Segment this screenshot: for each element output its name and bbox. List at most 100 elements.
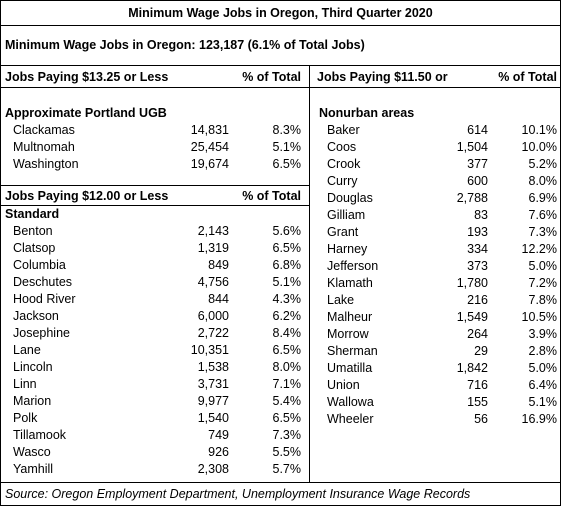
row-name: Lane [13, 343, 41, 357]
row-pct: 6.9% [528, 191, 558, 205]
rule [1, 482, 560, 483]
row-name: Multnomah [13, 140, 75, 154]
row-name: Umatilla [327, 361, 373, 375]
row-pct: 7.8% [528, 293, 558, 307]
row-name: Gilliam [327, 208, 366, 222]
row-pct: 8.3% [272, 123, 302, 137]
row-jobs: 1,780 [456, 276, 488, 290]
row-pct: 4.3% [272, 292, 302, 306]
row-name: Yamhill [13, 462, 54, 476]
row-name: Morrow [327, 327, 369, 341]
row-jobs: 3,731 [197, 377, 229, 391]
row-pct: 8.4% [272, 326, 302, 340]
row-jobs: 9,977 [197, 394, 229, 408]
row-pct: 16.9% [521, 412, 557, 426]
row-name: Harney [327, 242, 368, 256]
row-pct: 5.1% [528, 395, 558, 409]
row-pct: 6.5% [272, 157, 302, 171]
row-pct: 5.7% [272, 462, 302, 476]
row-name: Curry [327, 174, 358, 188]
row-pct: 7.3% [528, 225, 558, 239]
row-jobs: 29 [474, 344, 488, 358]
rule [1, 65, 560, 66]
row-pct: 6.8% [272, 258, 302, 272]
rule [1, 185, 309, 186]
row-name: Douglas [327, 191, 373, 205]
row-jobs: 716 [467, 378, 488, 392]
row-pct: 7.6% [528, 208, 558, 222]
row-name: Lincoln [13, 360, 53, 374]
row-jobs: 155 [467, 395, 488, 409]
column-header: % of Total [498, 70, 557, 84]
row-name: Hood River [13, 292, 76, 306]
row-name: Clatsop [13, 241, 56, 255]
row-name: Jefferson [327, 259, 379, 273]
row-jobs: 1,319 [197, 241, 229, 255]
row-name: Josephine [13, 326, 70, 340]
row-jobs: 19,674 [190, 157, 229, 171]
column-header: Jobs Paying $12.00 or Less [5, 189, 169, 203]
row-pct: 10.5% [521, 310, 557, 324]
source: Source: Oregon Employment Department, Un… [5, 487, 471, 501]
row-jobs: 1,549 [456, 310, 488, 324]
rule [1, 205, 309, 206]
row-name: Tillamook [13, 428, 67, 442]
row-pct: 8.0% [272, 360, 302, 374]
row-pct: 3.9% [528, 327, 558, 341]
row-pct: 6.2% [272, 309, 302, 323]
row-pct: 5.0% [528, 361, 558, 375]
row-jobs: 14,831 [190, 123, 229, 137]
row-name: Malheur [327, 310, 373, 324]
row-name: Marion [13, 394, 52, 408]
row-name: Crook [327, 157, 361, 171]
row-jobs: 926 [208, 445, 229, 459]
row-name: Washington [13, 157, 79, 171]
row-jobs: 614 [467, 123, 488, 137]
row-pct: 5.6% [272, 224, 302, 238]
subtitle: Minimum Wage Jobs in Oregon: 123,187 (6.… [5, 38, 365, 52]
row-pct: 5.5% [272, 445, 302, 459]
row-jobs: 373 [467, 259, 488, 273]
row-name: Jackson [13, 309, 59, 323]
column-header: Jobs Paying $13.25 or Less [5, 70, 169, 84]
row-pct: 10.1% [521, 123, 557, 137]
column-header: % of Total [242, 189, 301, 203]
row-pct: 6.5% [272, 411, 302, 425]
row-jobs: 1,504 [456, 140, 488, 154]
row-pct: 5.1% [272, 275, 302, 289]
row-jobs: 2,788 [456, 191, 488, 205]
row-pct: 7.1% [272, 377, 302, 391]
divider [309, 65, 310, 482]
row-jobs: 600 [467, 174, 488, 188]
row-name: Linn [13, 377, 37, 391]
row-jobs: 2,308 [197, 462, 229, 476]
row-name: Baker [327, 123, 360, 137]
row-pct: 5.4% [272, 394, 302, 408]
row-jobs: 844 [208, 292, 229, 306]
column-header: Jobs Paying $11.50 or [317, 70, 448, 84]
row-name: Wallowa [327, 395, 374, 409]
row-name: Columbia [13, 258, 66, 272]
row-pct: 5.0% [528, 259, 558, 273]
row-pct: 10.0% [521, 140, 557, 154]
title: Minimum Wage Jobs in Oregon, Third Quart… [128, 6, 433, 20]
row-jobs: 1,538 [197, 360, 229, 374]
row-jobs: 25,454 [190, 140, 229, 154]
row-name: Sherman [327, 344, 378, 358]
rule [1, 25, 560, 26]
row-jobs: 749 [208, 428, 229, 442]
row-jobs: 4,756 [197, 275, 229, 289]
row-jobs: 6,000 [197, 309, 229, 323]
row-name: Benton [13, 224, 53, 238]
row-name: Wheeler [327, 412, 374, 426]
row-jobs: 193 [467, 225, 488, 239]
row-jobs: 2,143 [197, 224, 229, 238]
row-jobs: 10,351 [190, 343, 229, 357]
row-jobs: 334 [467, 242, 488, 256]
rule [1, 87, 560, 88]
row-pct: 2.8% [528, 344, 558, 358]
row-jobs: 216 [467, 293, 488, 307]
row-jobs: 377 [467, 157, 488, 171]
row-pct: 7.3% [272, 428, 302, 442]
row-name: Deschutes [13, 275, 73, 289]
